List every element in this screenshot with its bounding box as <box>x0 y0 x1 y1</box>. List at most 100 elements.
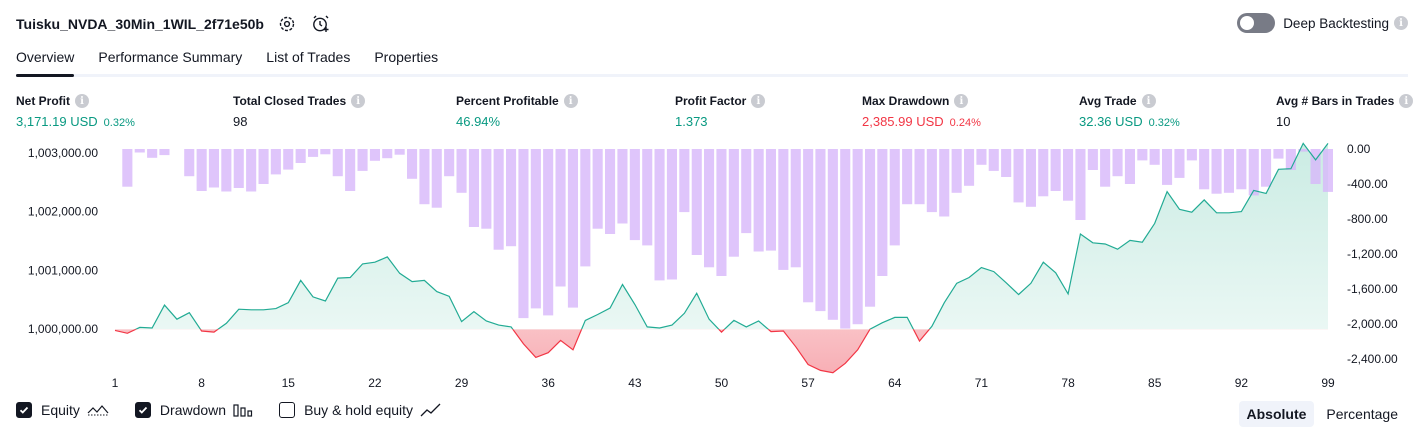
drawdown-bar <box>456 149 467 193</box>
toggle-knob <box>1240 16 1255 30</box>
x-axis-label: 85 <box>1148 376 1162 390</box>
info-icon[interactable]: i <box>751 94 766 108</box>
metric-label: Avg # Bars in Trades <box>1276 94 1395 108</box>
legend-equity[interactable]: Equity <box>16 402 109 418</box>
drawdown-bar <box>1001 149 1012 177</box>
drawdown-bar <box>790 149 801 268</box>
drawdown-checkbox[interactable] <box>134 402 151 418</box>
metric-max-drawdown: Max Drawdown i 2,385.99 USD 0.24% <box>862 94 981 129</box>
metric-total-closed-trades: Total Closed Trades i 98 <box>233 94 366 129</box>
drawdown-bar <box>803 149 814 303</box>
tab-performance-summary[interactable]: Performance Summary <box>98 49 243 65</box>
drawdown-bar <box>704 149 715 268</box>
drawdown-bar <box>122 149 133 187</box>
metric-value: 32.36 USD <box>1079 114 1143 129</box>
drawdown-bar <box>964 149 975 186</box>
percentage-button[interactable]: Percentage <box>1326 406 1398 422</box>
drawdown-bar <box>246 149 257 192</box>
metric-label: Max Drawdown <box>862 94 950 108</box>
drawdown-bar <box>1236 149 1247 190</box>
right-axis-label: -800.00 <box>1347 212 1388 226</box>
add-alert-icon[interactable] <box>310 13 332 35</box>
drawdown-bar <box>1075 149 1086 220</box>
drawdown-bar <box>357 149 368 171</box>
tab-list-of-trades[interactable]: List of Trades <box>266 49 351 65</box>
drawdown-bar <box>1211 149 1222 194</box>
equity-line-icon <box>87 402 109 418</box>
legend-buy-hold[interactable]: Buy & hold equity <box>279 402 442 418</box>
right-axis-label: -1,200.00 <box>1347 247 1398 261</box>
x-axis-label: 22 <box>368 376 382 390</box>
info-icon[interactable]: i <box>954 94 969 108</box>
drawdown-bar <box>1273 149 1284 159</box>
settings-gear-icon[interactable] <box>276 13 298 35</box>
drawdown-bar <box>345 149 356 191</box>
tab-overview[interactable]: Overview <box>16 42 75 77</box>
drawdown-bar <box>926 149 937 213</box>
drawdown-bar <box>1186 149 1197 161</box>
drawdown-bar <box>951 149 962 193</box>
metric-net-profit: Net Profit i 3,171.19 USD 0.32% <box>16 94 135 129</box>
drawdown-bar <box>1322 149 1333 192</box>
absolute-button[interactable]: Absolute <box>1238 401 1315 427</box>
x-axis-label: 78 <box>1061 376 1075 390</box>
info-icon[interactable]: i <box>1394 16 1408 30</box>
drawdown-bar <box>196 149 207 191</box>
legend-label: Equity <box>41 402 80 418</box>
drawdown-bar <box>691 149 702 255</box>
chart-legend: Equity Drawdown Buy & hold equity <box>16 402 468 418</box>
display-mode-switch: Absolute Percentage <box>1235 401 1407 427</box>
right-axis-label: -1,600.00 <box>1347 282 1398 296</box>
drawdown-bar <box>902 149 913 205</box>
metric-avg-bars: Avg # Bars in Trades i 10 <box>1276 94 1414 129</box>
drawdown-bar <box>394 149 405 155</box>
drawdown-bar <box>778 149 789 270</box>
drawdown-bar <box>407 149 418 179</box>
drawdown-bar <box>642 149 653 246</box>
metric-value: 98 <box>233 114 248 129</box>
drawdown-bar <box>1174 149 1185 178</box>
drawdown-bar <box>1248 149 1259 196</box>
drawdown-bar <box>555 149 566 287</box>
deep-backtesting-toggle[interactable] <box>1237 13 1276 33</box>
drawdown-bar <box>939 149 950 217</box>
equity-drawdown-chart[interactable]: 1,003,000.00 1,002,000.00 1,001,000.00 1,00… <box>0 140 1424 395</box>
info-icon[interactable]: i <box>75 94 89 108</box>
metric-profit-factor: Profit Factor i 1.373 <box>675 94 766 129</box>
drawdown-bar <box>728 149 739 257</box>
drawdown-bar <box>1199 149 1210 190</box>
metric-label: Total Closed Trades <box>233 94 347 108</box>
x-axis-label: 71 <box>975 376 989 390</box>
drawdown-bar <box>976 149 987 165</box>
right-axis-label: -2,400.00 <box>1347 352 1398 366</box>
info-icon[interactable]: i <box>563 94 578 108</box>
left-axis-label: 1,002,000.00 <box>28 205 98 219</box>
drawdown-bar <box>629 149 640 241</box>
right-axis-label: 0.00 <box>1347 142 1371 156</box>
drawdown-bar <box>1038 149 1049 197</box>
drawdown-bar <box>295 149 306 163</box>
drawdown-bar <box>493 149 504 250</box>
drawdown-bar <box>1137 149 1148 161</box>
drawdown-bar <box>481 149 492 229</box>
info-icon[interactable]: i <box>351 94 366 108</box>
buy-hold-checkbox[interactable] <box>279 402 296 418</box>
drawdown-bar <box>258 149 269 184</box>
metric-avg-trade: Avg Trade i 32.36 USD 0.32% <box>1079 94 1180 129</box>
drawdown-bar <box>1050 149 1061 191</box>
drawdown-bar <box>914 149 925 205</box>
right-axis-label: -400.00 <box>1347 177 1388 191</box>
x-axis-label: 1 <box>112 376 119 390</box>
metric-value: 3,171.19 USD <box>16 114 98 129</box>
legend-drawdown[interactable]: Drawdown <box>134 402 253 418</box>
drawdown-bar <box>1087 149 1098 170</box>
drawdown-bar <box>543 149 554 316</box>
drawdown-bar <box>332 149 343 177</box>
info-icon[interactable]: i <box>1399 94 1414 108</box>
equity-checkbox[interactable] <box>16 402 32 418</box>
info-icon[interactable]: i <box>1141 94 1156 108</box>
metric-label: Net Profit <box>16 94 70 108</box>
drawdown-bar <box>283 149 294 170</box>
drawdown-bar <box>159 149 170 156</box>
tab-properties[interactable]: Properties <box>374 49 439 65</box>
